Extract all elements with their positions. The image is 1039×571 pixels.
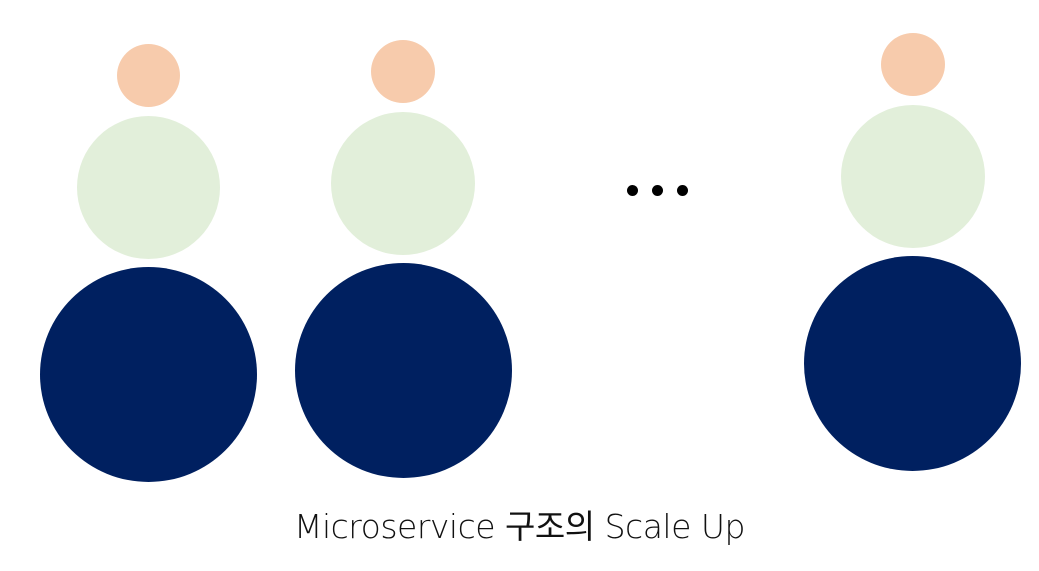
ellipsis-icon: [624, 185, 690, 199]
ellipsis-dot: [627, 185, 638, 196]
large-circle: [295, 263, 512, 478]
diagram-caption: Microservice 구조의 Scale Up: [294, 507, 745, 546]
small-circle: [371, 40, 435, 103]
medium-circle: [331, 112, 475, 255]
medium-circle: [841, 105, 985, 248]
large-circle: [40, 267, 257, 482]
small-circle: [117, 44, 180, 107]
small-circle: [881, 33, 945, 96]
large-circle: [804, 256, 1021, 471]
medium-circle: [77, 116, 220, 259]
ellipsis-dot: [677, 185, 688, 196]
ellipsis-dot: [652, 185, 663, 196]
